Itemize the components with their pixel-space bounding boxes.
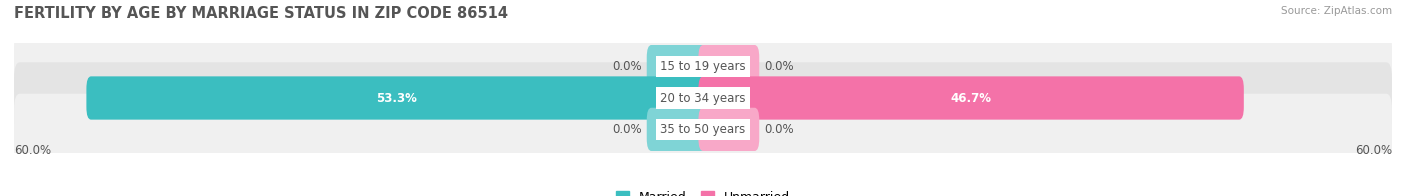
FancyBboxPatch shape	[14, 31, 1392, 102]
FancyBboxPatch shape	[699, 108, 759, 151]
Legend: Married, Unmarried: Married, Unmarried	[616, 191, 790, 196]
Text: 0.0%: 0.0%	[763, 123, 793, 136]
Text: 35 to 50 years: 35 to 50 years	[661, 123, 745, 136]
Text: 0.0%: 0.0%	[613, 123, 643, 136]
FancyBboxPatch shape	[699, 45, 759, 88]
Text: 60.0%: 60.0%	[1355, 144, 1392, 157]
Text: Source: ZipAtlas.com: Source: ZipAtlas.com	[1281, 6, 1392, 16]
Text: 0.0%: 0.0%	[763, 60, 793, 73]
FancyBboxPatch shape	[14, 94, 1392, 165]
Text: 60.0%: 60.0%	[14, 144, 51, 157]
Text: FERTILITY BY AGE BY MARRIAGE STATUS IN ZIP CODE 86514: FERTILITY BY AGE BY MARRIAGE STATUS IN Z…	[14, 6, 508, 21]
FancyBboxPatch shape	[647, 45, 707, 88]
FancyBboxPatch shape	[647, 108, 707, 151]
Text: 46.7%: 46.7%	[950, 92, 991, 104]
Text: 53.3%: 53.3%	[377, 92, 418, 104]
FancyBboxPatch shape	[14, 62, 1392, 134]
FancyBboxPatch shape	[86, 76, 707, 120]
Text: 15 to 19 years: 15 to 19 years	[661, 60, 745, 73]
FancyBboxPatch shape	[699, 76, 1244, 120]
Text: 0.0%: 0.0%	[613, 60, 643, 73]
Text: 20 to 34 years: 20 to 34 years	[661, 92, 745, 104]
